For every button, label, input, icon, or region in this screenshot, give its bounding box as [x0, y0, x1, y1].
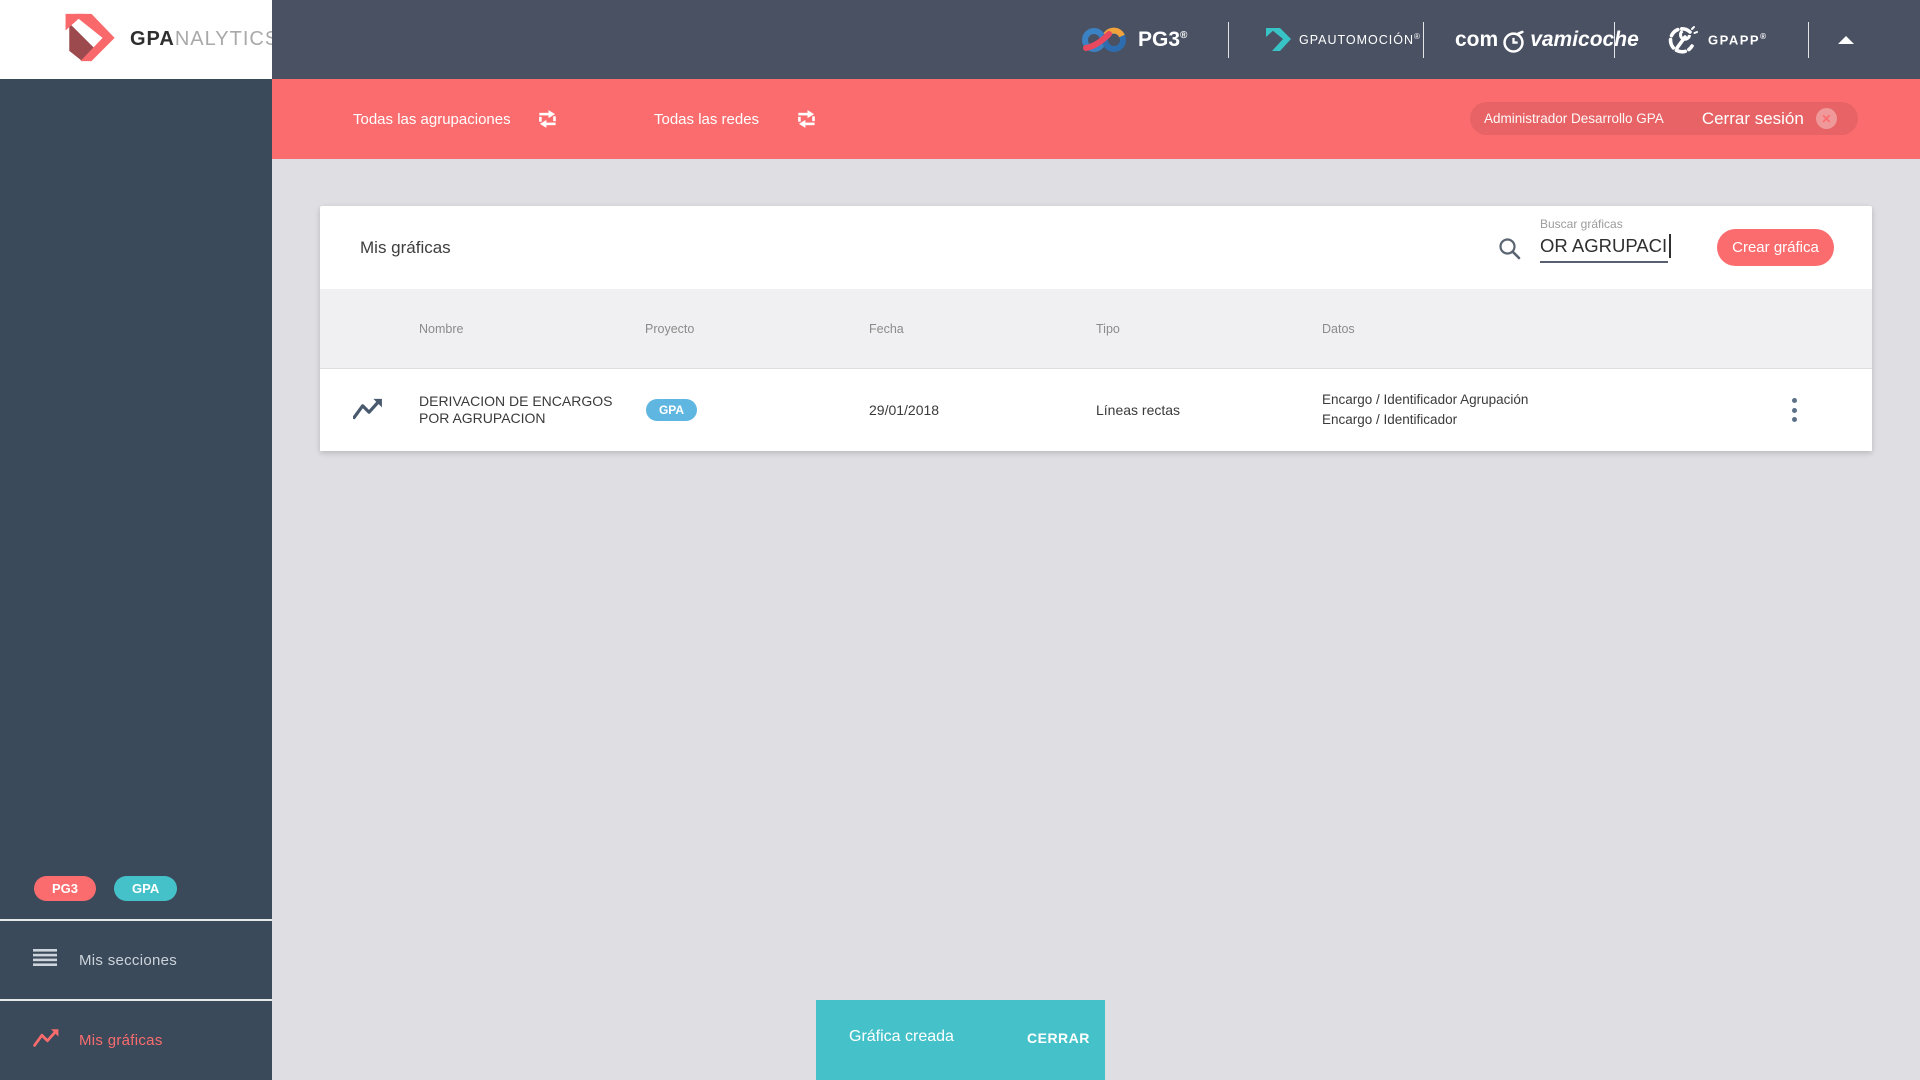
column-header-datos: Datos: [1322, 322, 1355, 336]
column-header-proyecto: Proyecto: [645, 322, 695, 336]
agrupaciones-filter-label[interactable]: Todas las agrupaciones: [353, 110, 511, 128]
gpautomocion-label: GPAUTOMOCIÓN®: [1299, 31, 1421, 48]
gpapp-logo: GPAPP®: [1666, 0, 1767, 79]
card-header: Mis gráficas Buscar gráficas Crear gráfi…: [320, 206, 1872, 289]
search-box: [1540, 233, 1668, 261]
table-row[interactable]: DERIVACION DE ENCARGOS POR AGRUPACION GP…: [320, 369, 1872, 451]
top-header: PG3® GPAUTOMOCIÓN® com vamicoche: [272, 0, 1920, 79]
sidebar: PG3 GPA Mis secciones: [0, 79, 272, 1080]
comovamicoche-logo: com vamicoche: [1455, 0, 1639, 79]
comova-suffix: vamicoche: [1530, 27, 1639, 51]
row-menu-kebab-icon[interactable]: [1784, 394, 1804, 426]
logout-button[interactable]: Cerrar sesión: [1701, 108, 1804, 128]
swap-agrupaciones-icon[interactable]: [535, 107, 561, 131]
logo-text-bold: GPA: [130, 28, 175, 50]
create-chart-button[interactable]: Crear gráfica: [1717, 229, 1834, 266]
gpanalytics-logo-text: GPANALYTICS®: [130, 28, 287, 51]
logo-text-light: NALYTICS: [174, 28, 280, 50]
gpapp-label: GPAPP®: [1708, 31, 1768, 48]
sidebar-item-mis-secciones[interactable]: Mis secciones: [0, 921, 272, 999]
datos-line: Encargo / Identificador: [1322, 412, 1458, 427]
gpanalytics-logo-panel: GPANALYTICS®: [0, 0, 286, 79]
gpa-badge: GPA: [114, 876, 178, 901]
comova-prefix: com: [1455, 27, 1499, 51]
cell-nombre: DERIVACION DE ENCARGOS POR AGRUPACION: [419, 393, 613, 426]
column-header-fecha: Fecha: [869, 322, 904, 336]
sidebar-item-label: Mis secciones: [79, 951, 178, 969]
header-separator: [1614, 22, 1615, 58]
menu-icon: [33, 949, 59, 971]
charts-card: Mis gráficas Buscar gráficas Crear gráfi…: [320, 206, 1872, 451]
search-underline: [1540, 261, 1668, 263]
gpautomocion-logo: GPAUTOMOCIÓN®: [1263, 0, 1421, 79]
swap-redes-icon[interactable]: [794, 107, 820, 131]
search-field-label: Buscar gráficas: [1540, 217, 1623, 231]
line-chart-icon: [33, 1027, 59, 1054]
gpautomocion-arrow-icon: [1266, 28, 1291, 51]
line-chart-icon: [352, 396, 383, 427]
toast-close-button[interactable]: CERRAR: [1027, 1030, 1090, 1046]
snackbar-toast: Gráfica creada CERRAR: [816, 1000, 1105, 1080]
pg3-logo: PG3®: [1082, 0, 1187, 79]
session-pill: Administrador Desarrollo GPA Cerrar sesi…: [1470, 102, 1858, 135]
cell-tipo: Líneas rectas: [1096, 402, 1181, 418]
redes-filter-label[interactable]: Todas las redes: [654, 110, 760, 128]
wrench-gauge-icon: [1668, 25, 1698, 54]
sidebar-item-label: Mis gráficas: [79, 1031, 163, 1049]
current-user-label: Administrador Desarrollo GPA: [1484, 111, 1664, 126]
search-input[interactable]: [1540, 233, 1668, 259]
toast-message: Gráfica creada: [849, 1028, 954, 1045]
text-caret: [1669, 234, 1671, 258]
project-badge: GPA: [646, 399, 697, 421]
sidebar-badges: PG3 GPA: [34, 876, 178, 901]
cell-datos: Encargo / Identificador Agrupación Encar…: [1322, 369, 1528, 451]
collapse-arrow-icon[interactable]: [1838, 36, 1854, 44]
sidebar-divider: [0, 999, 272, 1001]
sidebar-divider: [0, 919, 272, 921]
header-separator: [1228, 22, 1229, 58]
column-header-tipo: Tipo: [1096, 322, 1120, 336]
logout-close-icon[interactable]: ✕: [1815, 108, 1837, 129]
pg3-badge: PG3: [34, 876, 97, 901]
cell-fecha: 29/01/2018: [869, 402, 940, 418]
pg3-infinity-icon: [1082, 27, 1126, 52]
column-header-nombre: Nombre: [419, 322, 464, 336]
clock-icon: [1503, 30, 1524, 53]
filter-bar: Todas las agrupaciones Todas las redes: [272, 79, 1920, 159]
search-icon: [1498, 237, 1522, 266]
table-header: Nombre Proyecto Fecha Tipo Datos: [320, 289, 1872, 369]
page-title: Mis gráficas: [360, 237, 451, 257]
header-separator: [1423, 22, 1424, 58]
sidebar-item-mis-graficas[interactable]: Mis gráficas: [0, 1001, 272, 1079]
header-separator: [1808, 22, 1809, 58]
gpanalytics-arrow-icon: [52, 12, 118, 67]
pg3-label: PG3®: [1138, 27, 1188, 51]
datos-line: Encargo / Identificador Agrupación: [1322, 392, 1529, 407]
